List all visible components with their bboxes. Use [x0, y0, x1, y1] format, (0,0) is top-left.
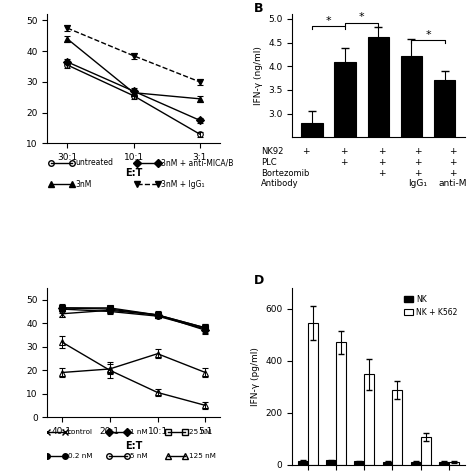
Text: untreated: untreated	[75, 158, 113, 167]
Text: +: +	[340, 147, 347, 156]
Text: 5 nM: 5 nM	[130, 453, 148, 459]
Text: control: control	[68, 429, 93, 435]
Bar	[308, 323, 318, 465]
Text: NK92: NK92	[261, 147, 283, 156]
Text: +: +	[302, 147, 310, 156]
X-axis label: E:T: E:T	[125, 168, 142, 178]
Legend: NK, NK + K562: NK, NK + K562	[401, 292, 461, 319]
Text: 3nM + IgG₁: 3nM + IgG₁	[161, 180, 205, 189]
Text: *: *	[359, 12, 365, 22]
Text: anti-M: anti-M	[438, 180, 467, 189]
Bar	[336, 343, 346, 465]
Text: *: *	[425, 30, 431, 40]
Text: +: +	[449, 158, 456, 167]
X-axis label: E:T: E:T	[125, 441, 142, 451]
Text: +: +	[414, 147, 422, 156]
Bar	[392, 390, 402, 465]
Text: Antibody: Antibody	[261, 180, 299, 189]
Text: 1 nM: 1 nM	[130, 429, 148, 435]
Bar	[326, 460, 336, 465]
Bar	[439, 462, 449, 465]
Bar	[401, 56, 422, 255]
Text: +: +	[449, 147, 456, 156]
Bar	[335, 62, 356, 255]
Text: D: D	[254, 274, 264, 287]
Text: 3nM + anti-MICA/B: 3nM + anti-MICA/B	[161, 158, 234, 167]
Bar	[355, 461, 364, 465]
Text: +: +	[414, 158, 422, 167]
Text: IgG₁: IgG₁	[409, 180, 428, 189]
Text: *: *	[326, 16, 331, 26]
Y-axis label: IFN-γ (ng/ml): IFN-γ (ng/ml)	[254, 46, 263, 105]
Text: +: +	[378, 169, 385, 178]
Y-axis label: IFN-γ (pg/ml): IFN-γ (pg/ml)	[251, 347, 260, 406]
Text: B: B	[254, 2, 264, 15]
Bar	[298, 461, 308, 465]
Text: +: +	[378, 147, 385, 156]
Text: +: +	[449, 169, 456, 178]
Bar	[411, 462, 421, 465]
Text: +: +	[340, 158, 347, 167]
Text: 0.2 nM: 0.2 nM	[68, 453, 92, 459]
Text: +: +	[378, 158, 385, 167]
Text: Bortezomib: Bortezomib	[261, 169, 310, 178]
Bar	[421, 437, 430, 465]
Bar	[367, 37, 389, 255]
Bar	[383, 462, 392, 465]
Bar	[434, 80, 456, 255]
Bar	[364, 374, 374, 465]
Text: 125 nM: 125 nM	[189, 453, 216, 459]
Bar	[449, 462, 459, 465]
Bar	[301, 123, 323, 255]
Text: PLC: PLC	[261, 158, 277, 167]
Text: +: +	[414, 169, 422, 178]
Text: 3nM: 3nM	[75, 180, 91, 189]
Text: 25 nM: 25 nM	[189, 429, 211, 435]
